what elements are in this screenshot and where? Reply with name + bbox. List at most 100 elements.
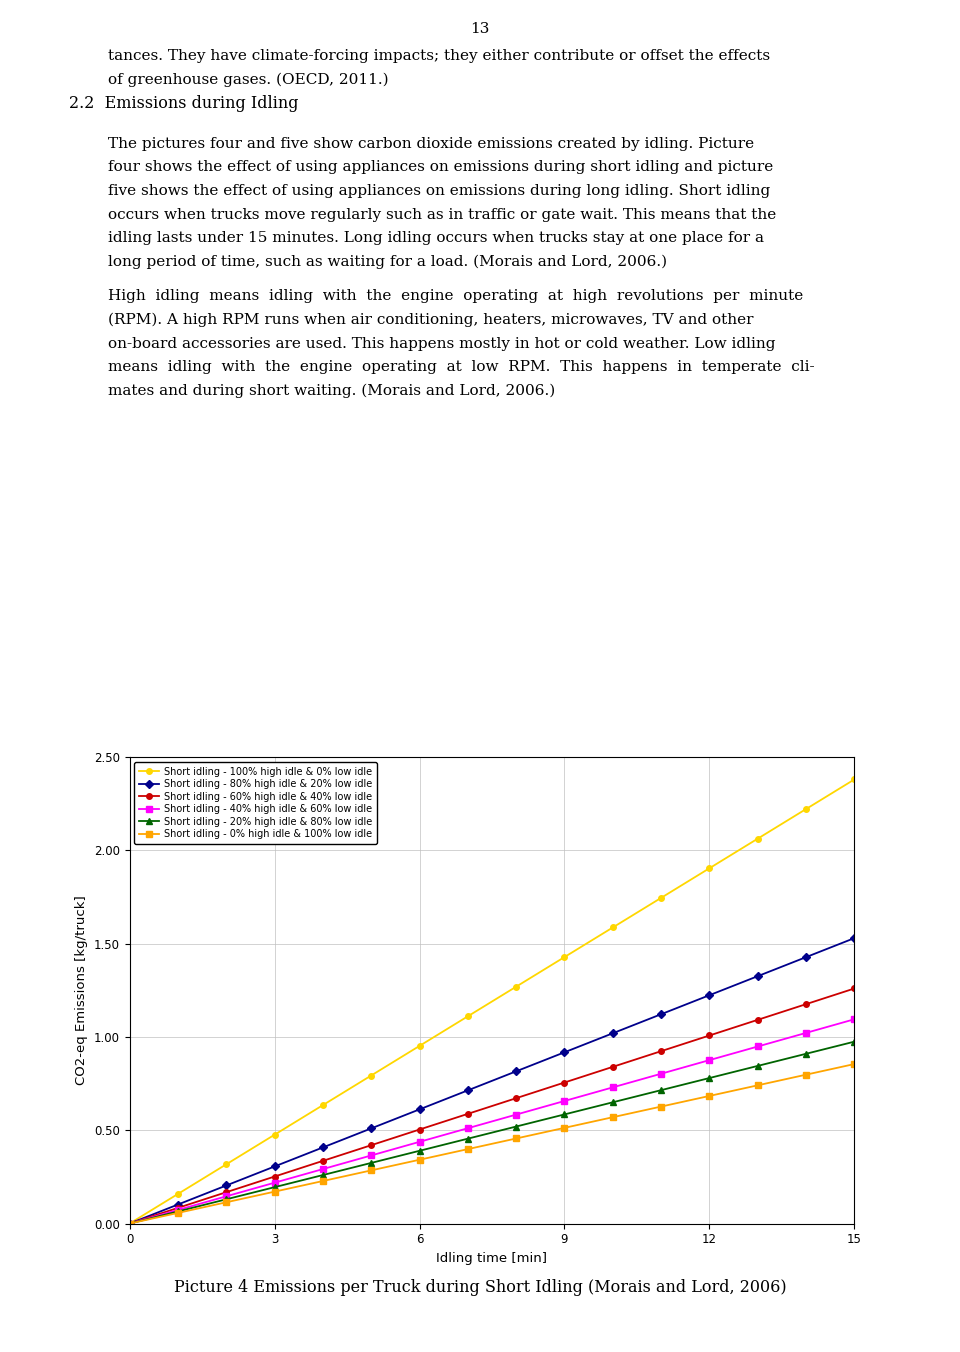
Short idling - 60% high idle & 40% low idle [559, 1075, 570, 1091]
Short idling - 20% high idle & 80% low idle [221, 1191, 232, 1207]
Short idling - 20% high idle & 80% low idle [607, 1094, 618, 1110]
Short idling - 100% high idle & 0% low idle [124, 1215, 135, 1232]
Short idling - 80% high idle & 20% low idle [752, 968, 763, 984]
Short idling - 40% high idle & 60% low idle [462, 1119, 473, 1136]
Short idling - 40% high idle & 60% low idle [752, 1038, 763, 1055]
Short idling - 100% high idle & 0% low idle [462, 1009, 473, 1025]
Short idling - 80% high idle & 20% low idle [801, 949, 812, 965]
Short idling - 100% high idle & 0% low idle [559, 949, 570, 965]
Text: High  idling  means  idling  with  the  engine  operating  at  high  revolutions: High idling means idling with the engine… [108, 289, 804, 303]
Text: 2.2  Emissions during Idling: 2.2 Emissions during Idling [69, 95, 299, 112]
Short idling - 0% high idle & 100% low idle [559, 1119, 570, 1136]
Short idling - 60% high idle & 40% low idle [124, 1215, 135, 1232]
Short idling - 60% high idle & 40% low idle [414, 1121, 425, 1137]
Short idling - 100% high idle & 0% low idle [752, 830, 763, 846]
Short idling - 0% high idle & 100% low idle [511, 1130, 522, 1146]
Short idling - 80% high idle & 20% low idle [607, 1025, 618, 1041]
Line: Short idling - 20% high idle & 80% low idle: Short idling - 20% high idle & 80% low i… [127, 1038, 857, 1226]
Text: Picture 4 Emissions per Truck during Short Idling (Morais and Lord, 2006): Picture 4 Emissions per Truck during Sho… [174, 1279, 786, 1297]
Line: Short idling - 0% high idle & 100% low idle: Short idling - 0% high idle & 100% low i… [127, 1061, 857, 1226]
Short idling - 60% high idle & 40% low idle [656, 1042, 667, 1059]
Line: Short idling - 60% high idle & 40% low idle: Short idling - 60% high idle & 40% low i… [127, 986, 857, 1226]
Short idling - 0% high idle & 100% low idle [849, 1056, 860, 1072]
Short idling - 100% high idle & 0% low idle [366, 1067, 377, 1083]
Short idling - 80% high idle & 20% low idle [221, 1178, 232, 1194]
Short idling - 100% high idle & 0% low idle [801, 800, 812, 817]
Short idling - 40% high idle & 60% low idle [849, 1011, 860, 1028]
Short idling - 100% high idle & 0% low idle [511, 979, 522, 995]
Short idling - 80% high idle & 20% low idle [511, 1063, 522, 1079]
Short idling - 40% high idle & 60% low idle [221, 1188, 232, 1205]
Short idling - 60% high idle & 40% low idle [704, 1028, 715, 1044]
Short idling - 100% high idle & 0% low idle [704, 860, 715, 876]
Y-axis label: CO2-eq Emissions [kg/truck]: CO2-eq Emissions [kg/truck] [75, 895, 88, 1086]
Short idling - 0% high idle & 100% low idle [221, 1194, 232, 1210]
Short idling - 0% high idle & 100% low idle [172, 1205, 183, 1221]
Short idling - 80% high idle & 20% low idle [656, 1006, 667, 1022]
Short idling - 60% high idle & 40% low idle [801, 996, 812, 1013]
Short idling - 40% high idle & 60% low idle [559, 1092, 570, 1109]
Text: five shows the effect of using appliances on emissions during long idling. Short: five shows the effect of using appliance… [108, 184, 771, 197]
Text: of greenhouse gases. (OECD, 2011.): of greenhouse gases. (OECD, 2011.) [108, 73, 389, 88]
Text: tances. They have climate-forcing impacts; they either contribute or offset the : tances. They have climate-forcing impact… [108, 49, 771, 62]
Short idling - 20% high idle & 80% low idle [656, 1082, 667, 1098]
Short idling - 20% high idle & 80% low idle [849, 1033, 860, 1049]
Short idling - 0% high idle & 100% low idle [414, 1152, 425, 1168]
Short idling - 40% high idle & 60% low idle [607, 1079, 618, 1095]
Short idling - 0% high idle & 100% low idle [801, 1067, 812, 1083]
Short idling - 0% high idle & 100% low idle [704, 1088, 715, 1105]
Short idling - 60% high idle & 40% low idle [269, 1168, 280, 1184]
Short idling - 60% high idle & 40% low idle [607, 1059, 618, 1075]
Short idling - 100% high idle & 0% low idle [172, 1186, 183, 1202]
Short idling - 40% high idle & 60% low idle [656, 1065, 667, 1082]
Text: 13: 13 [470, 22, 490, 35]
Short idling - 0% high idle & 100% low idle [366, 1163, 377, 1179]
Short idling - 40% high idle & 60% low idle [704, 1052, 715, 1068]
Short idling - 40% high idle & 60% low idle [269, 1175, 280, 1191]
Text: means  idling  with  the  engine  operating  at  low  RPM.  This  happens  in  t: means idling with the engine operating a… [108, 360, 815, 375]
Short idling - 100% high idle & 0% low idle [849, 771, 860, 787]
Short idling - 20% high idle & 80% low idle [172, 1203, 183, 1220]
Short idling - 20% high idle & 80% low idle [269, 1179, 280, 1195]
Text: long period of time, such as waiting for a load. (Morais and Lord, 2006.): long period of time, such as waiting for… [108, 256, 667, 269]
Line: Short idling - 100% high idle & 0% low idle: Short idling - 100% high idle & 0% low i… [127, 776, 857, 1226]
Short idling - 100% high idle & 0% low idle [414, 1038, 425, 1055]
Line: Short idling - 80% high idle & 20% low idle: Short idling - 80% high idle & 20% low i… [127, 936, 857, 1226]
Short idling - 0% high idle & 100% low idle [317, 1174, 328, 1190]
Short idling - 60% high idle & 40% low idle [462, 1106, 473, 1122]
Short idling - 20% high idle & 80% low idle [704, 1069, 715, 1086]
Short idling - 0% high idle & 100% low idle [752, 1078, 763, 1094]
Short idling - 40% high idle & 60% low idle [317, 1161, 328, 1178]
Short idling - 100% high idle & 0% low idle [317, 1096, 328, 1113]
Short idling - 60% high idle & 40% low idle [511, 1090, 522, 1106]
Line: Short idling - 40% high idle & 60% low idle: Short idling - 40% high idle & 60% low i… [127, 1017, 857, 1226]
Short idling - 60% high idle & 40% low idle [221, 1184, 232, 1201]
Text: The pictures four and five show carbon dioxide emissions created by idling. Pict: The pictures four and five show carbon d… [108, 137, 755, 150]
Short idling - 0% high idle & 100% low idle [656, 1098, 667, 1114]
Short idling - 20% high idle & 80% low idle [559, 1106, 570, 1122]
Short idling - 0% high idle & 100% low idle [462, 1141, 473, 1157]
Short idling - 20% high idle & 80% low idle [801, 1045, 812, 1061]
Short idling - 80% high idle & 20% low idle [366, 1121, 377, 1137]
Short idling - 20% high idle & 80% low idle [317, 1167, 328, 1183]
Short idling - 20% high idle & 80% low idle [366, 1155, 377, 1171]
Short idling - 20% high idle & 80% low idle [511, 1118, 522, 1134]
Short idling - 80% high idle & 20% low idle [414, 1102, 425, 1118]
Short idling - 40% high idle & 60% low idle [172, 1202, 183, 1218]
Short idling - 100% high idle & 0% low idle [221, 1156, 232, 1172]
Short idling - 80% high idle & 20% low idle [559, 1044, 570, 1060]
Short idling - 80% high idle & 20% low idle [704, 987, 715, 1003]
Text: idling lasts under 15 minutes. Long idling occurs when trucks stay at one place : idling lasts under 15 minutes. Long idli… [108, 231, 764, 245]
Short idling - 80% high idle & 20% low idle [269, 1159, 280, 1175]
Text: mates and during short waiting. (Morais and Lord, 2006.): mates and during short waiting. (Morais … [108, 384, 556, 399]
Short idling - 0% high idle & 100% low idle [607, 1109, 618, 1125]
Short idling - 20% high idle & 80% low idle [462, 1130, 473, 1146]
Short idling - 80% high idle & 20% low idle [172, 1197, 183, 1213]
Text: occurs when trucks move regularly such as in traffic or gate wait. This means th: occurs when trucks move regularly such a… [108, 207, 777, 222]
Short idling - 80% high idle & 20% low idle [124, 1215, 135, 1232]
Text: (RPM). A high RPM runs when air conditioning, heaters, microwaves, TV and other: (RPM). A high RPM runs when air conditio… [108, 312, 754, 327]
Short idling - 20% high idle & 80% low idle [124, 1215, 135, 1232]
Short idling - 60% high idle & 40% low idle [172, 1199, 183, 1215]
Short idling - 40% high idle & 60% low idle [511, 1106, 522, 1122]
Short idling - 80% high idle & 20% low idle [317, 1140, 328, 1156]
